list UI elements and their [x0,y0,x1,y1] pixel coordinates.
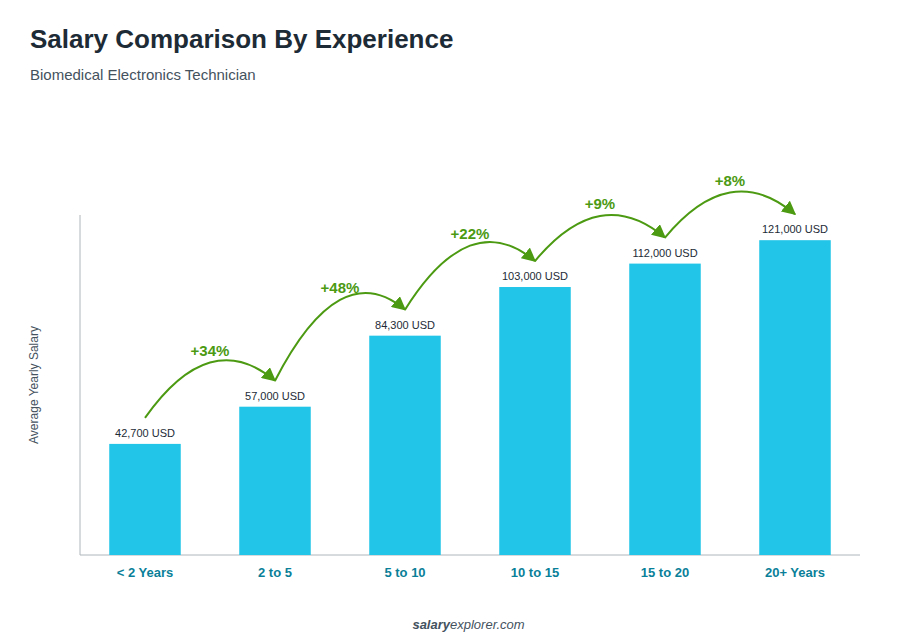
change-label: +8% [715,172,745,189]
plot-area [109,240,831,555]
bar [759,240,831,555]
data-label: 121,000 USD [762,223,828,235]
x-tick-label: 15 to 20 [641,565,689,580]
chart: Salary Comparison By Experience Biomedica… [0,0,900,641]
x-tick-label: 5 to 10 [384,565,425,580]
data-label: 112,000 USD [632,247,697,259]
x-tick-label: < 2 Years [117,565,174,580]
change-arrow [665,192,795,238]
y-axis-label: Average Yearly Salary [27,326,41,444]
x-tick-label: 20+ Years [765,565,825,580]
change-arrow [145,360,275,418]
x-axis-line [80,555,860,556]
change-label: +34% [191,342,230,359]
x-tick-label: 2 to 5 [258,565,292,580]
change-arrow [275,293,405,381]
data-label: 57,000 USD [245,390,305,402]
subtitle: Biomedical Electronics Technician [30,66,256,83]
bar [109,444,181,555]
bar [369,336,441,555]
change-arrow [535,215,665,261]
bar [239,407,311,555]
bar [629,264,701,555]
chart-container: Salary Comparison By Experience Biomedica… [0,0,900,641]
footer: salary [412,617,450,632]
change-label: +9% [585,195,615,212]
change-label: +22% [451,225,490,242]
data-label: 103,000 USD [502,270,568,282]
title: Salary Comparison By Experience [30,24,453,54]
change-arrow [405,242,535,310]
footer: explorer.com [450,617,525,632]
data-label: 84,300 USD [375,319,435,331]
x-tick-label: 10 to 15 [511,565,559,580]
bar [499,287,571,555]
change-label: +48% [321,279,360,296]
y-axis-line [80,215,81,555]
data-label: 42,700 USD [115,427,175,439]
